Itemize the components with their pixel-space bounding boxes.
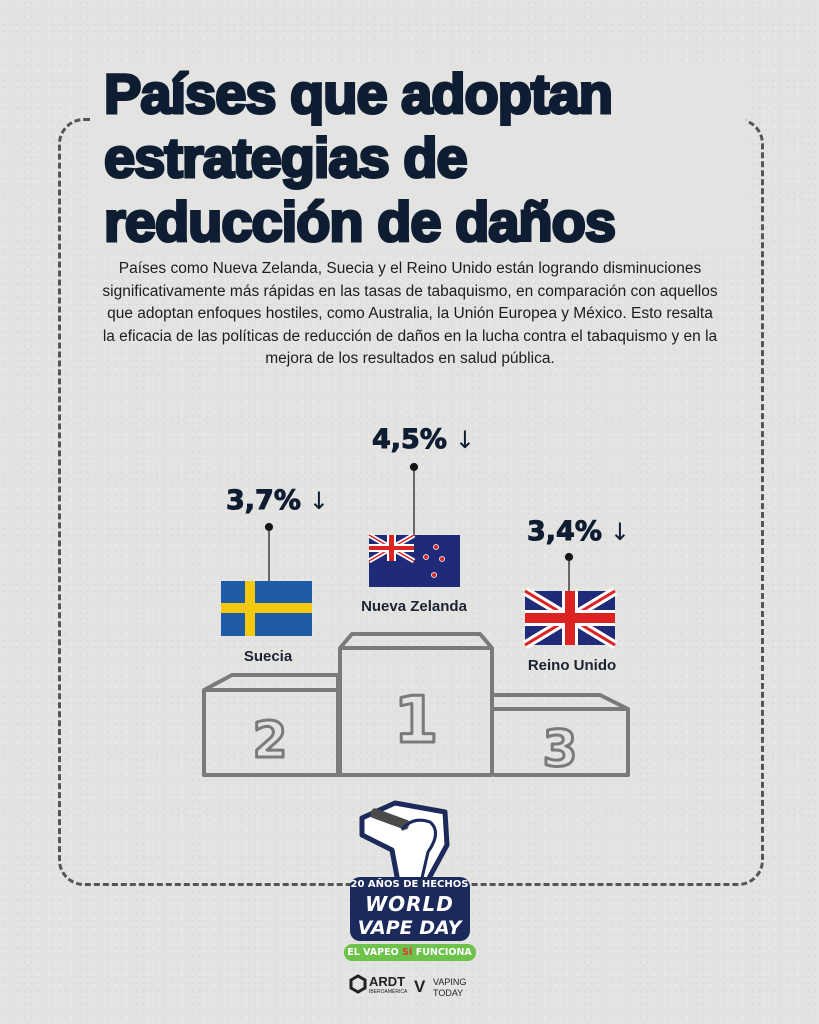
country-label-sweden: Suecia — [243, 648, 293, 665]
title-line: estrategias de — [103, 125, 470, 191]
new-zealand-value: 4,5% ↓ — [372, 424, 475, 456]
logo-line1: WORLD — [365, 892, 454, 916]
world-vape-day-logo — [344, 800, 476, 961]
uk-value: 3,4% ↓ — [527, 516, 630, 548]
place-3-number: 3 — [543, 720, 578, 778]
vaping-today-icon: V — [414, 977, 426, 996]
sweden-value: 3,7% ↓ — [226, 485, 329, 517]
arrow-down-icon: ↓ — [308, 487, 329, 515]
new-zealand-flag-icon — [367, 532, 460, 587]
description: Países como Nueva Zelanda, Suecia y el R… — [102, 260, 718, 368]
ardt-logo-icon — [349, 974, 367, 994]
logo-line2: VAPE DAY — [357, 917, 462, 939]
country-label-new-zealand: Nueva Zelanda — [361, 598, 467, 615]
title-line: Países que adoptan — [103, 61, 615, 127]
place-2-number: 2 — [253, 711, 288, 769]
title-line: reducción de daños — [103, 189, 618, 255]
logo-tagline: 20 AÑOS DE HECHOS — [350, 879, 469, 890]
arrow-down-icon: ↓ — [609, 518, 630, 546]
uk-flag-icon — [522, 587, 618, 649]
podium-1 — [338, 632, 494, 777]
sweden-flag-icon — [221, 581, 312, 636]
logo-slogan: EL VAPEO SÍ FUNCIONA — [347, 947, 472, 958]
country-label-uk: Reino Unido — [527, 657, 617, 674]
vaping-today-logo: VAPING TODAY — [433, 977, 467, 998]
ardt-logo: ARDT IBEROAMÉRICA — [369, 974, 408, 996]
podium-3 — [490, 693, 630, 777]
page-title: Países que adoptan estrategias de reducc… — [92, 61, 746, 255]
arrow-down-icon: ↓ — [454, 426, 475, 454]
place-1-number: 1 — [394, 684, 439, 758]
